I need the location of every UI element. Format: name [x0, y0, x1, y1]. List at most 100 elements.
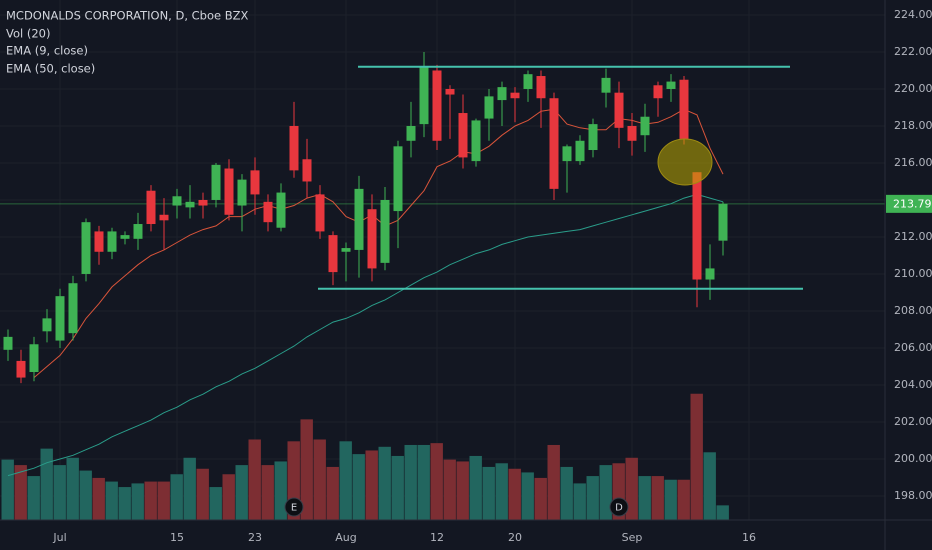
volume-bar: [599, 465, 612, 520]
ema-line: [33, 108, 724, 378]
candle-body: [289, 125, 299, 171]
volume-bar: [378, 446, 391, 520]
y-tick-label: 212.00: [894, 230, 932, 243]
volume-bar: [586, 476, 599, 520]
candle-body: [16, 360, 26, 378]
x-tick-label: 15: [170, 531, 184, 544]
y-tick-label: 220.00: [894, 82, 932, 95]
y-tick-label: 202.00: [894, 415, 932, 428]
x-tick-label: 23: [248, 531, 262, 544]
x-tick-label: Aug: [335, 531, 356, 544]
candle-body: [692, 172, 702, 280]
volume-bar: [573, 483, 586, 520]
volume-bar: [131, 483, 144, 520]
volume-bar: [248, 439, 261, 520]
y-tick-label: 208.00: [894, 304, 932, 317]
candle-body: [263, 201, 273, 223]
candle-body: [211, 164, 221, 200]
volume-bar: [469, 455, 482, 520]
volume-bar: [690, 393, 703, 520]
volume-bar: [703, 452, 716, 520]
indicator-lines: [7, 108, 724, 477]
candle-body: [510, 92, 520, 99]
candle-body: [575, 140, 585, 162]
legend-title: MCDONALDS CORPORATION, D, Cboe BZX: [6, 9, 249, 23]
event-label: E: [291, 503, 297, 514]
volume-bar: [352, 454, 365, 520]
volume-bar: [638, 476, 651, 520]
candle-body: [224, 168, 234, 215]
volume-bar: [651, 476, 664, 520]
candle-body: [367, 209, 377, 269]
ema-line: [7, 193, 724, 477]
x-tick-label: 20: [508, 531, 522, 544]
volume-bar: [274, 461, 287, 520]
volume-bar: [196, 468, 209, 520]
last-price-tag: [886, 194, 932, 213]
legend-volume: Vol (20): [6, 27, 50, 41]
volume-bar: [417, 444, 430, 520]
candle-body: [614, 92, 624, 128]
volume-bar: [157, 481, 170, 520]
candle-body: [653, 85, 663, 99]
volume-bar: [222, 474, 235, 520]
candle-body: [640, 116, 650, 136]
volume-bar: [560, 466, 573, 520]
volume-bar: [118, 487, 131, 520]
candle-body: [536, 76, 546, 99]
volume-bar: [144, 481, 157, 520]
candle-body: [549, 98, 559, 189]
legend-ema50: EMA (50, close): [6, 62, 95, 76]
volume-bar: [66, 457, 79, 520]
volume-bar: [677, 479, 690, 520]
legend-ema9: EMA (9, close): [6, 44, 88, 58]
candle-body: [406, 125, 416, 141]
candle-body: [601, 77, 611, 93]
y-tick-label: 218.00: [894, 119, 932, 132]
y-tick-label: 224.00: [894, 8, 932, 21]
candle-body: [445, 88, 455, 95]
y-tick-label: 216.00: [894, 156, 932, 169]
candle-body: [354, 188, 364, 250]
candle-body: [3, 336, 13, 350]
volume-bar: [521, 472, 534, 520]
volume-bar: [53, 465, 66, 520]
y-tick-label: 198.00: [894, 489, 932, 502]
event-label: D: [615, 503, 623, 514]
candles: [3, 51, 728, 384]
axes: 198.00 200.00 202.00 204.00 206.00 208.00 210.…: [52, 8, 932, 544]
candle-body: [172, 196, 182, 206]
candle-body: [81, 222, 91, 274]
volume-bar: [105, 481, 118, 520]
candle-body: [107, 231, 117, 252]
volume-bar: [391, 455, 404, 520]
candle-body: [588, 124, 598, 151]
volume-bar: [40, 448, 53, 520]
x-tick-label: Sep: [622, 531, 643, 544]
highlight-circle: [657, 138, 713, 186]
candle-body: [679, 79, 689, 139]
candle-body: [380, 199, 390, 263]
annotations: [318, 65, 803, 290]
y-tick-label: 204.00: [894, 378, 932, 391]
candle-body: [146, 190, 156, 225]
candle-body: [42, 318, 52, 332]
candle-body: [432, 70, 442, 141]
candle-body: [276, 192, 286, 228]
volume-bar: [183, 457, 196, 520]
candle-body: [29, 344, 39, 373]
volume-bar: [625, 457, 638, 520]
volume-bar: [339, 441, 352, 520]
volume-bar: [209, 487, 222, 520]
candle-body: [250, 170, 260, 195]
x-tick-label: Jul: [52, 531, 66, 544]
volume-bar: [313, 439, 326, 520]
candle-body: [471, 120, 481, 162]
y-tick-label: 210.00: [894, 267, 932, 280]
volume-bar: [547, 444, 560, 520]
candle-body: [133, 224, 143, 239]
volume-bar: [430, 443, 443, 520]
